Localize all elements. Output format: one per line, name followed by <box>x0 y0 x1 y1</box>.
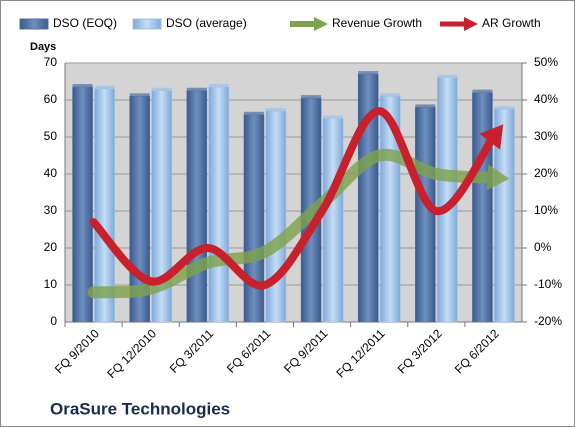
legend-swatch <box>132 18 162 30</box>
y2-tick-label: 30% <box>534 129 558 143</box>
y2-tick-label: -10% <box>534 277 562 291</box>
bar-top <box>494 106 515 110</box>
y-tick-label: 50 <box>44 129 58 143</box>
y2-tick-label: 40% <box>534 92 558 106</box>
y-tick-label: 10 <box>44 277 58 291</box>
line <box>89 107 504 290</box>
legend-label: DSO (EOQ) <box>53 16 117 30</box>
legend-label: DSO (average) <box>166 16 247 30</box>
y-tick-label: 40 <box>44 166 58 180</box>
y-tick-label: 0 <box>50 314 57 328</box>
bar <box>322 118 344 323</box>
y-tick-label: 70 <box>44 55 58 69</box>
bar-top <box>301 95 322 99</box>
chart-title: OraSure Technologies <box>50 399 230 418</box>
bar-top <box>186 87 207 91</box>
y2-tick-label: 0% <box>534 240 552 254</box>
bar-top <box>437 74 458 78</box>
legend-arrow <box>464 17 478 31</box>
bar <box>265 110 287 323</box>
legend-label: AR Growth <box>482 16 541 30</box>
bar-top <box>94 85 115 89</box>
y2-tick-label: 10% <box>534 203 558 217</box>
bar <box>415 107 436 323</box>
y2-tick-label: 20% <box>534 166 558 180</box>
y2-tick-label: 50% <box>534 55 558 69</box>
bar-top <box>472 89 493 93</box>
bar <box>186 90 208 323</box>
bar <box>243 114 265 323</box>
bar-top <box>323 115 344 119</box>
bar-top <box>243 111 264 115</box>
bar <box>494 109 515 323</box>
bar <box>472 92 493 323</box>
bar-top <box>358 71 379 75</box>
legend-swatch <box>19 18 49 30</box>
legend-arrow <box>314 17 328 31</box>
bar-top <box>415 104 436 108</box>
y-tick-label: 30 <box>44 203 58 217</box>
y-axis-label: Days <box>30 41 56 53</box>
bar-top <box>129 93 150 97</box>
legend-label: Revenue Growth <box>332 16 422 30</box>
bar-top <box>265 108 286 112</box>
bar-top <box>151 87 172 91</box>
bar-top <box>380 93 401 97</box>
bar <box>208 86 230 323</box>
y2-tick-label: -20% <box>534 314 562 328</box>
bar-top <box>208 84 229 88</box>
y-tick-label: 20 <box>44 240 58 254</box>
line <box>87 148 510 299</box>
bar-top <box>72 84 93 88</box>
y-tick-label: 60 <box>44 92 58 106</box>
bar <box>72 86 93 323</box>
